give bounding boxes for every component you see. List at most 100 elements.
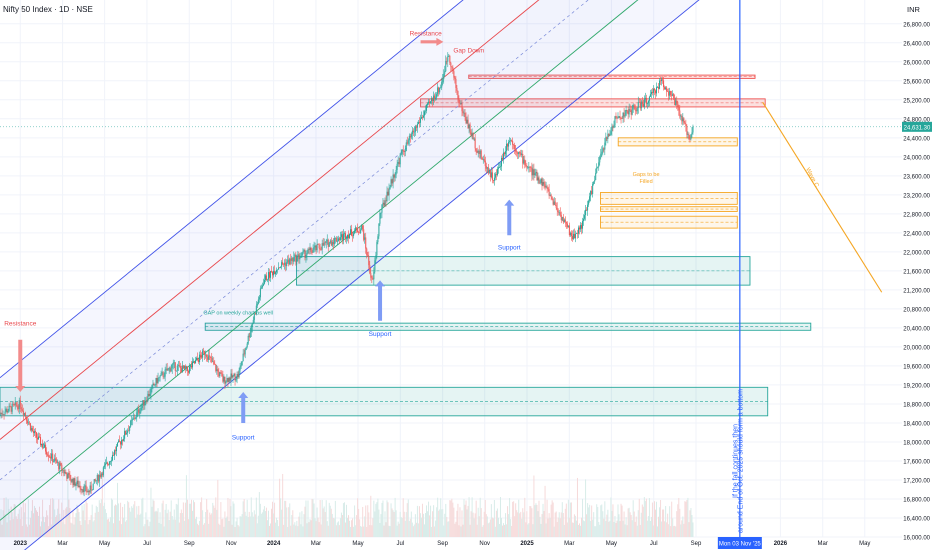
volume-bar bbox=[676, 511, 678, 537]
candle-body bbox=[597, 166, 599, 168]
volume-bar bbox=[248, 511, 250, 537]
volume-bar bbox=[297, 526, 299, 537]
volume-bar bbox=[560, 512, 562, 537]
volume-bar bbox=[249, 516, 251, 537]
volume-bar bbox=[108, 521, 110, 537]
candle-body bbox=[293, 257, 295, 262]
candle-body bbox=[616, 117, 618, 119]
volume-bar bbox=[43, 516, 45, 537]
volume-bar bbox=[373, 500, 375, 537]
volume-bar bbox=[459, 507, 461, 537]
candle-body bbox=[200, 354, 202, 356]
volume-bar bbox=[684, 501, 686, 537]
volume-bar bbox=[585, 479, 587, 537]
candle-body bbox=[309, 247, 311, 250]
volume-bar bbox=[412, 526, 414, 537]
candle-body bbox=[161, 372, 163, 374]
volume-bar bbox=[30, 510, 32, 537]
candle-body bbox=[495, 174, 497, 176]
volume-bar bbox=[354, 505, 356, 537]
candle-body bbox=[641, 101, 643, 105]
volume-bar bbox=[305, 500, 307, 537]
candle-body bbox=[636, 108, 638, 112]
grid bbox=[0, 0, 902, 538]
volume-bar bbox=[364, 516, 366, 537]
volume-bar bbox=[95, 505, 97, 537]
candle-body bbox=[43, 447, 45, 449]
candle-body bbox=[128, 430, 130, 432]
candle-body bbox=[20, 407, 22, 410]
volume-bar bbox=[157, 508, 159, 537]
candle-body bbox=[494, 174, 496, 178]
volume-bar bbox=[520, 511, 522, 537]
volume-bar bbox=[228, 520, 230, 537]
volume-bar bbox=[312, 499, 314, 537]
candle-body bbox=[685, 123, 687, 127]
candle-body bbox=[375, 255, 377, 261]
candle-body bbox=[419, 118, 421, 123]
candle-body bbox=[397, 162, 399, 164]
volume-bar bbox=[629, 512, 631, 537]
candle-body bbox=[484, 160, 486, 166]
candle-body bbox=[441, 82, 443, 88]
candle-body bbox=[184, 365, 186, 369]
candle-body bbox=[117, 442, 119, 447]
candle-body bbox=[99, 474, 101, 477]
volume-bar bbox=[430, 505, 432, 537]
candle-body bbox=[541, 178, 543, 186]
volume-bar bbox=[588, 507, 590, 537]
y-tick-label: 22,400.00 bbox=[903, 231, 930, 237]
candle-body bbox=[120, 441, 122, 445]
volume-bar bbox=[435, 520, 437, 537]
candle-body bbox=[158, 377, 160, 379]
volume-bar bbox=[277, 520, 279, 537]
volume-bar bbox=[515, 503, 517, 537]
volume-bar bbox=[317, 517, 319, 537]
candle-body bbox=[644, 97, 646, 100]
candle-body bbox=[579, 227, 581, 230]
candle-body bbox=[218, 371, 220, 377]
volume-bar bbox=[151, 506, 153, 537]
volume-bar bbox=[274, 502, 276, 537]
volume-bar bbox=[528, 523, 530, 537]
volume-bar bbox=[255, 497, 257, 537]
volume-bar bbox=[303, 514, 305, 537]
volume-bar bbox=[668, 524, 670, 537]
candle-body bbox=[57, 462, 59, 464]
volume-bar bbox=[689, 510, 691, 537]
candle-body bbox=[4, 411, 6, 415]
volume-bar bbox=[376, 502, 378, 537]
candle-body bbox=[435, 97, 437, 100]
volume-bar bbox=[404, 520, 406, 537]
volume-bar bbox=[279, 478, 281, 537]
volume-bar bbox=[296, 520, 298, 537]
candle-body bbox=[257, 299, 259, 304]
volume-bar bbox=[650, 516, 652, 537]
volume-bar bbox=[102, 505, 104, 537]
volume-bar bbox=[666, 522, 668, 537]
y-tick-label: 17,600.00 bbox=[903, 459, 930, 465]
volume-bar bbox=[544, 485, 546, 537]
candle-body bbox=[136, 412, 138, 418]
candle-body bbox=[567, 225, 569, 227]
candle-body bbox=[44, 444, 46, 448]
candle-body bbox=[68, 473, 70, 475]
candle-body bbox=[648, 96, 650, 101]
volume-bar bbox=[550, 504, 552, 537]
candle-body bbox=[463, 112, 465, 114]
y-tick-label: 18,400.00 bbox=[903, 421, 930, 427]
volume-bar bbox=[344, 522, 346, 537]
candle-body bbox=[213, 361, 215, 365]
candle-body bbox=[499, 166, 501, 168]
x-tick-label: May bbox=[352, 541, 363, 547]
volume-bar bbox=[362, 506, 364, 537]
candle-body bbox=[278, 267, 280, 270]
volume-bar bbox=[130, 511, 132, 537]
volume-bar bbox=[388, 525, 390, 537]
candle-body bbox=[118, 440, 120, 443]
candle-body bbox=[106, 462, 108, 465]
volume-bar bbox=[372, 518, 374, 537]
candle-body bbox=[651, 91, 653, 93]
volume-bar bbox=[492, 518, 494, 537]
